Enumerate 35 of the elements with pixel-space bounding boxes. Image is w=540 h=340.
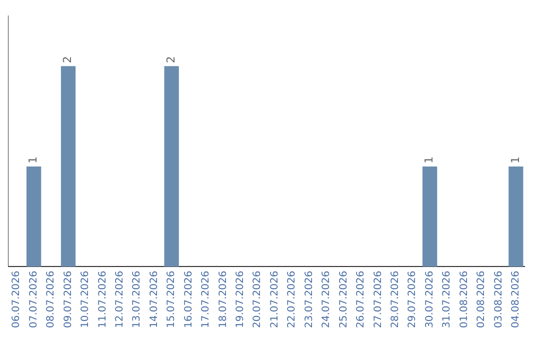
x-tick-label: 20.07.2026 <box>252 270 264 328</box>
x-tick-label: 04.08.2026 <box>510 270 522 328</box>
x-tick-label: 07.07.2026 <box>28 270 40 328</box>
x-tick-label: 29.07.2026 <box>407 270 418 328</box>
x-tick-label: 27.07.2026 <box>372 270 384 328</box>
x-tick-label: 15.07.2026 <box>166 270 178 328</box>
x-tick-label: 01.08.2026 <box>458 270 470 328</box>
x-tick-label: 28.07.2026 <box>390 270 401 328</box>
x-tick-label: 25.07.2026 <box>338 270 350 328</box>
data-label: 1 <box>508 156 522 164</box>
x-tick-label: 21.07.2026 <box>269 270 280 328</box>
x-tick-label: 09.07.2026 <box>62 270 74 328</box>
data-label: 2 <box>164 56 178 64</box>
x-tick-label: 03.08.2026 <box>493 270 504 328</box>
x-tick-label: 14.07.2026 <box>148 270 160 328</box>
x-tick-label: 31.07.2026 <box>442 270 453 328</box>
x-tick-label: 18.07.2026 <box>218 270 229 328</box>
x-tick-label: 06.07.2026 <box>11 270 22 328</box>
x-tick-label: 10.07.2026 <box>80 270 92 328</box>
x-tick-label: 30.07.2026 <box>424 270 436 328</box>
x-tick-label: 22.07.2026 <box>286 270 298 328</box>
data-label: 1 <box>26 156 40 164</box>
x-tick-label: 12.07.2026 <box>114 270 126 328</box>
x-tick-label: 13.07.2026 <box>132 270 143 328</box>
x-tick-label: 17.07.2026 <box>200 270 212 328</box>
data-label: 2 <box>61 56 74 64</box>
x-tick-label: 16.07.2026 <box>183 270 194 328</box>
x-tick-label: 23.07.2026 <box>304 270 315 328</box>
x-tick-label: 24.07.2026 <box>321 270 332 328</box>
x-tick-label: 08.07.2026 <box>46 270 57 328</box>
x-tick-label: 19.07.2026 <box>235 270 246 328</box>
x-tick-label: 02.08.2026 <box>476 270 488 328</box>
data-label: 1 <box>422 156 436 164</box>
x-tick-label: 11.07.2026 <box>97 270 108 328</box>
x-tick-label: 26.07.2026 <box>356 270 367 328</box>
